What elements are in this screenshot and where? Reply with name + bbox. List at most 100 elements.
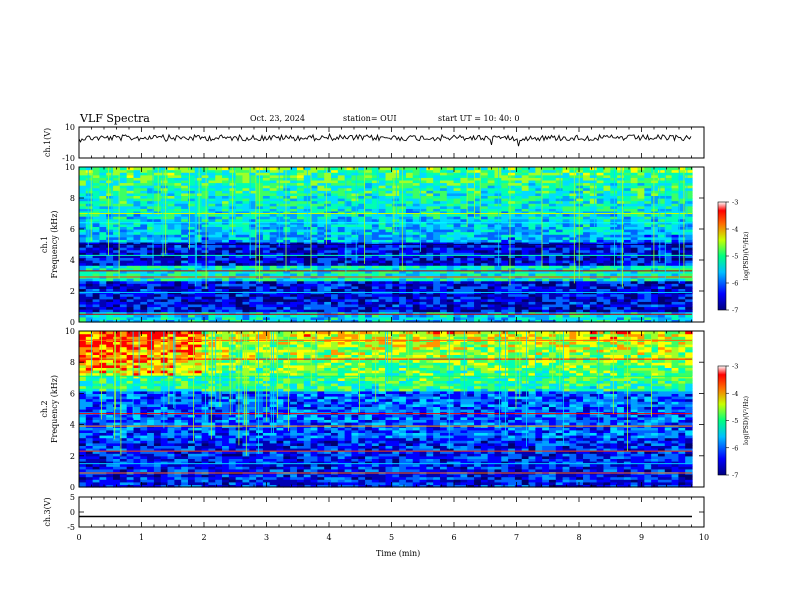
- spectrogram-cell: [460, 249, 468, 253]
- spectrogram-cell: [426, 316, 434, 321]
- spectrogram-cell: [596, 316, 605, 321]
- spectrogram-cell: [623, 210, 632, 215]
- spectrogram-cell: [617, 293, 625, 297]
- spectrogram-cell: [569, 247, 577, 251]
- spectrogram-cell: [651, 298, 659, 302]
- spectrogram-cell: [453, 236, 462, 240]
- spectrogram-cell: [487, 205, 496, 209]
- spectrogram-cell: [467, 200, 475, 204]
- spectrogram-cell: [310, 309, 318, 313]
- spectrogram-cell: [310, 298, 318, 302]
- spectrogram-cell: [521, 301, 530, 305]
- spectrogram-cell: [317, 234, 325, 238]
- spectrogram-cell: [222, 200, 230, 204]
- spectrogram-cell: [85, 272, 94, 277]
- spectrogram-cell: [79, 190, 87, 194]
- spectrogram-cell: [467, 244, 475, 248]
- spectrogram-cell: [542, 195, 550, 199]
- spectrogram-cell: [576, 267, 584, 271]
- spectrogram-cell: [562, 265, 570, 269]
- spectrogram-cell: [140, 244, 148, 248]
- spectrogram-cell: [426, 226, 434, 230]
- spectrogram-cell: [317, 231, 325, 235]
- spectrogram-cell: [644, 205, 652, 209]
- spectrogram-cell: [324, 262, 332, 266]
- spectrogram-cell: [528, 252, 536, 256]
- spectrogram-cell: [365, 260, 373, 264]
- spectrogram-cell: [228, 234, 237, 238]
- spectrogram-cell: [187, 210, 196, 215]
- spectrogram-cell: [228, 270, 237, 274]
- spectrogram-cell: [651, 210, 659, 215]
- spectrogram-cell: [147, 314, 155, 318]
- spectrogram-cell: [487, 213, 496, 217]
- spectrogram-cell: [664, 309, 673, 313]
- spectrogram-cell: [583, 298, 591, 302]
- spectrogram-cell: [317, 301, 325, 305]
- spectrogram-cell: [480, 280, 489, 284]
- spectrogram-cell: [119, 303, 128, 308]
- spectrogram-cell: [392, 306, 400, 310]
- spectrogram-cell: [290, 249, 298, 253]
- spectrogram-cell: [106, 195, 114, 199]
- spectrogram-cell: [644, 239, 652, 243]
- spectrogram-cell: [467, 303, 475, 308]
- spectrogram-cell: [678, 311, 686, 315]
- spectrogram-cell: [412, 203, 421, 207]
- spectrogram-cell: [331, 252, 339, 256]
- spectrogram-cell: [194, 316, 203, 321]
- spectrogram-cell: [657, 192, 666, 197]
- spectrogram-cell: [603, 262, 611, 266]
- spectrogram-cell: [228, 296, 237, 300]
- spectrogram-cell: [678, 185, 686, 189]
- spectrogram-cell: [167, 205, 175, 209]
- spectrogram-cell: [351, 285, 359, 290]
- spectrogram-cell: [630, 301, 639, 305]
- spectrogram-cell: [160, 319, 169, 323]
- spectrogram-cell: [187, 267, 196, 271]
- spectrogram-cell: [610, 226, 618, 230]
- spectrogram-cell: [283, 241, 291, 246]
- spectrogram-cell: [85, 200, 94, 204]
- spectrogram-cell: [596, 210, 605, 215]
- spectrogram-cell: [657, 195, 666, 199]
- spectrogram-cell: [569, 182, 577, 186]
- spectrogram-cell: [365, 223, 373, 228]
- spectrogram-cell: [99, 203, 107, 207]
- spectrogram-cell: [317, 239, 325, 243]
- spectrogram-cell: [542, 190, 550, 194]
- spectrogram-cell: [548, 190, 557, 194]
- spectrogram-cell: [249, 236, 257, 240]
- spectrogram-cell: [644, 296, 652, 300]
- spectrogram-cell: [630, 283, 639, 287]
- spectrogram-cell: [637, 270, 645, 274]
- spectrogram-cell: [671, 260, 679, 264]
- spectrogram-cell: [228, 306, 237, 310]
- spectrogram-cell: [623, 195, 632, 199]
- spectrogram-cell: [92, 229, 101, 233]
- spectrogram-cell: [358, 210, 366, 215]
- spectrogram-cell: [371, 190, 380, 194]
- spectrogram-cell: [262, 267, 271, 271]
- spectrogram-cell: [119, 223, 128, 228]
- spectrogram-cell: [201, 229, 210, 233]
- spectrogram-cell: [603, 309, 611, 313]
- spectrogram-cell: [296, 249, 305, 253]
- spectrogram-cell: [419, 223, 427, 228]
- spectrogram-cell: [310, 267, 318, 271]
- spectrogram-cell: [630, 192, 639, 197]
- spectrogram-cell: [521, 288, 530, 292]
- spectrogram-cell: [576, 265, 584, 269]
- spectrogram-cell: [583, 288, 591, 292]
- spectrogram-cell: [79, 218, 87, 222]
- spectrogram-cell: [535, 254, 543, 259]
- spectrogram-cell: [542, 216, 550, 220]
- spectrogram-cell: [187, 190, 196, 194]
- spectrogram-cell: [514, 285, 523, 290]
- spectrogram-cell: [610, 316, 618, 321]
- spectrogram-cell: [167, 247, 175, 251]
- spectrogram-cell: [99, 265, 107, 269]
- spectrogram-cell: [235, 244, 244, 248]
- spectrogram-cell: [610, 265, 618, 269]
- spectrogram-cell: [589, 208, 598, 212]
